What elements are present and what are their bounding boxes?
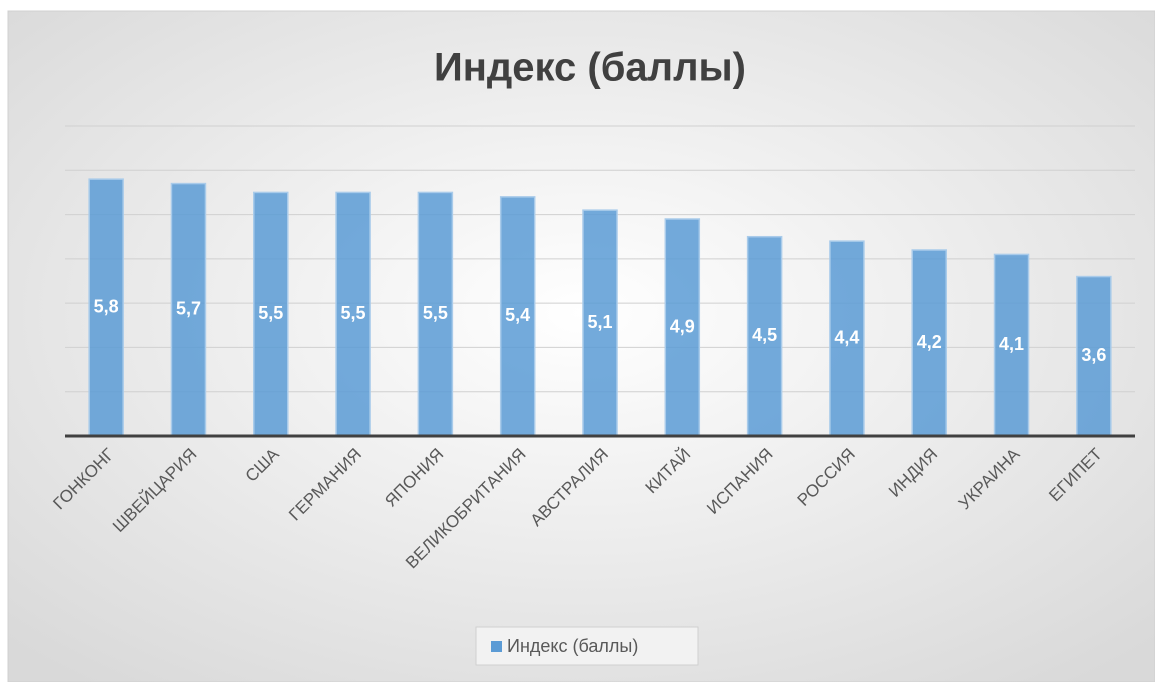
- chart-title: Индекс (баллы): [434, 46, 746, 90]
- bar: [499, 196, 536, 437]
- bar: [335, 191, 371, 437]
- data-label: 4,9: [670, 316, 695, 336]
- data-label: 5,1: [587, 312, 612, 332]
- data-label: 5,5: [341, 303, 366, 323]
- bar: [746, 235, 783, 437]
- data-label: 3,6: [1081, 345, 1106, 365]
- data-label: 5,8: [94, 296, 119, 316]
- bar: [664, 218, 701, 437]
- bar: [417, 191, 454, 437]
- data-label: 5,7: [176, 299, 201, 319]
- bar: [993, 253, 1030, 437]
- data-label: 4,5: [752, 325, 777, 345]
- data-label: 4,1: [999, 334, 1024, 354]
- bar: [170, 182, 207, 437]
- legend-label: Индекс (баллы): [507, 636, 638, 656]
- legend-swatch: [491, 641, 502, 652]
- data-label: 5,4: [505, 305, 530, 325]
- legend-box: [475, 626, 699, 666]
- data-label: 4,2: [917, 332, 942, 352]
- data-label: 4,4: [834, 327, 859, 347]
- data-label: 5,5: [423, 303, 448, 323]
- data-label: 5,5: [258, 303, 283, 323]
- bar: [829, 240, 865, 437]
